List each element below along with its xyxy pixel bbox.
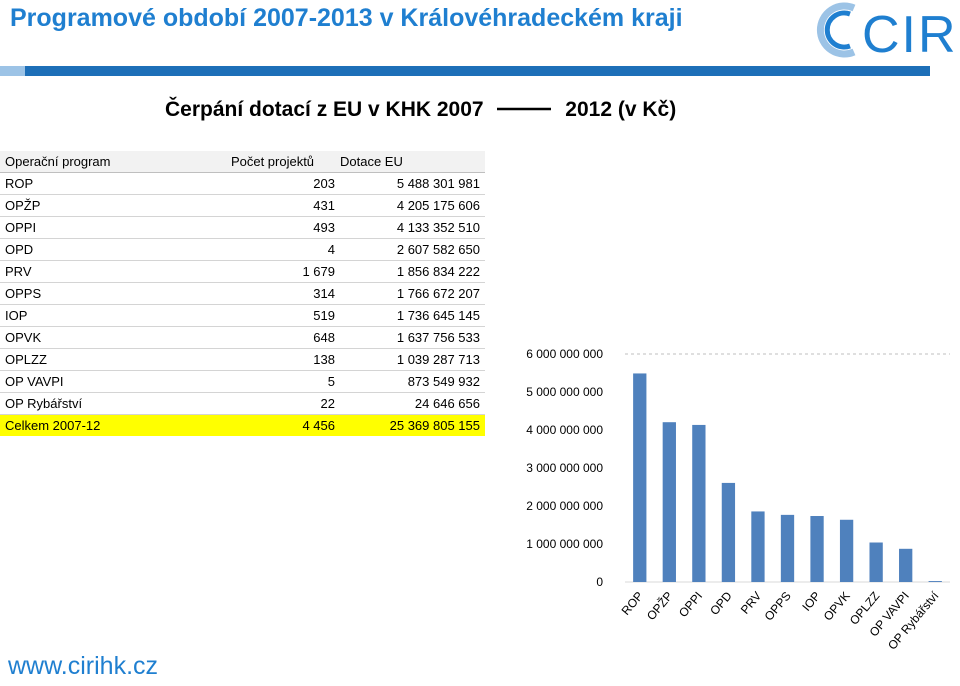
subsidy-cell: 873 549 932 xyxy=(340,370,485,393)
y-tick-label: 1 000 000 000 xyxy=(526,537,603,551)
table-row: OPPI 493 4 133 352 510 xyxy=(0,216,485,239)
logo-text: CIRI xyxy=(862,6,960,60)
project-count-cell: 4 xyxy=(150,238,340,261)
x-tick-label: OPPI xyxy=(676,589,705,620)
bar xyxy=(899,548,913,582)
x-tick-label: OPPS xyxy=(762,589,794,624)
project-count-cell: 203 xyxy=(150,172,340,195)
table-row: OP VAVPI 5 873 549 932 xyxy=(0,370,485,393)
program-cell: OPD xyxy=(0,238,150,261)
program-cell: OPPS xyxy=(0,282,150,305)
project-count-cell: 138 xyxy=(150,348,340,371)
logo-ring-icon xyxy=(816,2,856,58)
subsidy-cell: 4 133 352 510 xyxy=(340,216,485,239)
bar xyxy=(751,511,765,582)
table-title-right: 2012 (v Kč) xyxy=(565,98,677,121)
bar xyxy=(810,516,824,582)
subsidy-cell: 2 607 582 650 xyxy=(340,238,485,261)
bar xyxy=(928,581,942,582)
program-cell: IOP xyxy=(0,304,150,327)
x-tick-label: ROP xyxy=(619,589,646,618)
y-tick-label: 2 000 000 000 xyxy=(526,499,603,513)
bar-chart: 0 1 000 000 000 2 000 000 000 3 000 000 000… xyxy=(526,347,950,652)
project-count-cell: 314 xyxy=(150,282,340,305)
x-tick-label: OPŽP xyxy=(643,588,675,623)
bar xyxy=(721,482,736,582)
program-cell: ROP xyxy=(0,172,150,195)
table-header-row: Operační program Počet projektů Dotace EU xyxy=(0,151,485,173)
project-count-cell: 493 xyxy=(150,216,340,239)
footer-url[interactable]: www.cirihk.cz xyxy=(8,652,159,680)
subsidy-cell: 5 488 301 981 xyxy=(340,172,485,195)
project-count-cell: 519 xyxy=(150,304,340,327)
title-dash xyxy=(497,107,552,111)
subsidy-cell: 4 205 175 606 xyxy=(340,194,485,217)
table-row: OPLZZ 138 1 039 287 713 xyxy=(0,348,485,371)
subsidy-cell: 24 646 656 xyxy=(340,392,485,415)
table-row: ROP 203 5 488 301 981 xyxy=(0,172,485,195)
subsidy-cell: Dotace EU xyxy=(340,151,485,173)
y-tick-label: 6 000 000 000 xyxy=(526,347,603,361)
table-row: PRV 1 679 1 856 834 222 xyxy=(0,260,485,283)
program-cell: Celkem 2007-12 xyxy=(0,414,150,436)
bar xyxy=(780,514,795,582)
subsidy-cell: 25 369 805 155 xyxy=(340,414,485,436)
bar xyxy=(869,542,883,582)
project-count-cell: 1 679 xyxy=(150,260,340,283)
y-tick-label: 3 000 000 000 xyxy=(526,461,603,475)
bar xyxy=(839,519,854,582)
project-count-cell: 648 xyxy=(150,326,340,349)
data-table: Operační program Počet projektů Dotace EU R… xyxy=(0,151,485,436)
subsidy-cell: 1 766 672 207 xyxy=(340,282,485,305)
subsidy-cell: 1 637 756 533 xyxy=(340,326,485,349)
program-cell: OPPI xyxy=(0,216,150,239)
table-row: OPŽP 431 4 205 175 606 xyxy=(0,194,485,217)
bar xyxy=(692,424,706,582)
bar xyxy=(662,422,676,582)
page-title: Programové období 2007-2013 v Královéhra… xyxy=(10,4,683,32)
project-count-cell: 431 xyxy=(150,194,340,217)
program-cell: OPVK xyxy=(0,326,150,349)
x-tick-label: PRV xyxy=(738,589,764,617)
y-tick-label: 0 xyxy=(596,575,603,589)
table-row: OP Rybářství 22 24 646 656 xyxy=(0,392,485,415)
program-cell: Operační program xyxy=(0,151,150,173)
project-count-cell: 4 456 xyxy=(150,414,340,436)
table-title: Čerpání dotací z EU v KHK 2007 2012 (v K… xyxy=(165,98,676,122)
x-tick-label: OPD xyxy=(707,589,735,618)
table-row: IOP 519 1 736 645 145 xyxy=(0,304,485,327)
program-cell: OPŽP xyxy=(0,194,150,217)
header-bar-left xyxy=(0,66,25,76)
subsidy-cell: 1 039 287 713 xyxy=(340,348,485,371)
project-count-cell: 5 xyxy=(150,370,340,393)
project-count-cell: Počet projektů xyxy=(150,151,340,173)
program-cell: PRV xyxy=(0,260,150,283)
program-cell: OP Rybářství xyxy=(0,392,150,415)
program-cell: OPLZZ xyxy=(0,348,150,371)
table-row: OPPS 314 1 766 672 207 xyxy=(0,282,485,305)
project-count-cell: 22 xyxy=(150,392,340,415)
subsidy-cell: 1 736 645 145 xyxy=(340,304,485,327)
ciri-logo: CIRI xyxy=(816,2,960,60)
y-tick-label: 4 000 000 000 xyxy=(526,423,603,437)
program-cell: OP VAVPI xyxy=(0,370,150,393)
x-tick-label: IOP xyxy=(799,589,823,614)
subsidy-cell: 1 856 834 222 xyxy=(340,260,485,283)
bar xyxy=(633,373,647,582)
header-bar xyxy=(25,66,930,76)
table-row: OPVK 648 1 637 756 533 xyxy=(0,326,485,349)
table-row: OPD 4 2 607 582 650 xyxy=(0,238,485,261)
y-tick-label: 5 000 000 000 xyxy=(526,385,603,399)
table-total-row: Celkem 2007-12 4 456 25 369 805 155 xyxy=(0,414,485,436)
table-title-left: Čerpání dotací z EU v KHK 2007 xyxy=(165,98,484,121)
